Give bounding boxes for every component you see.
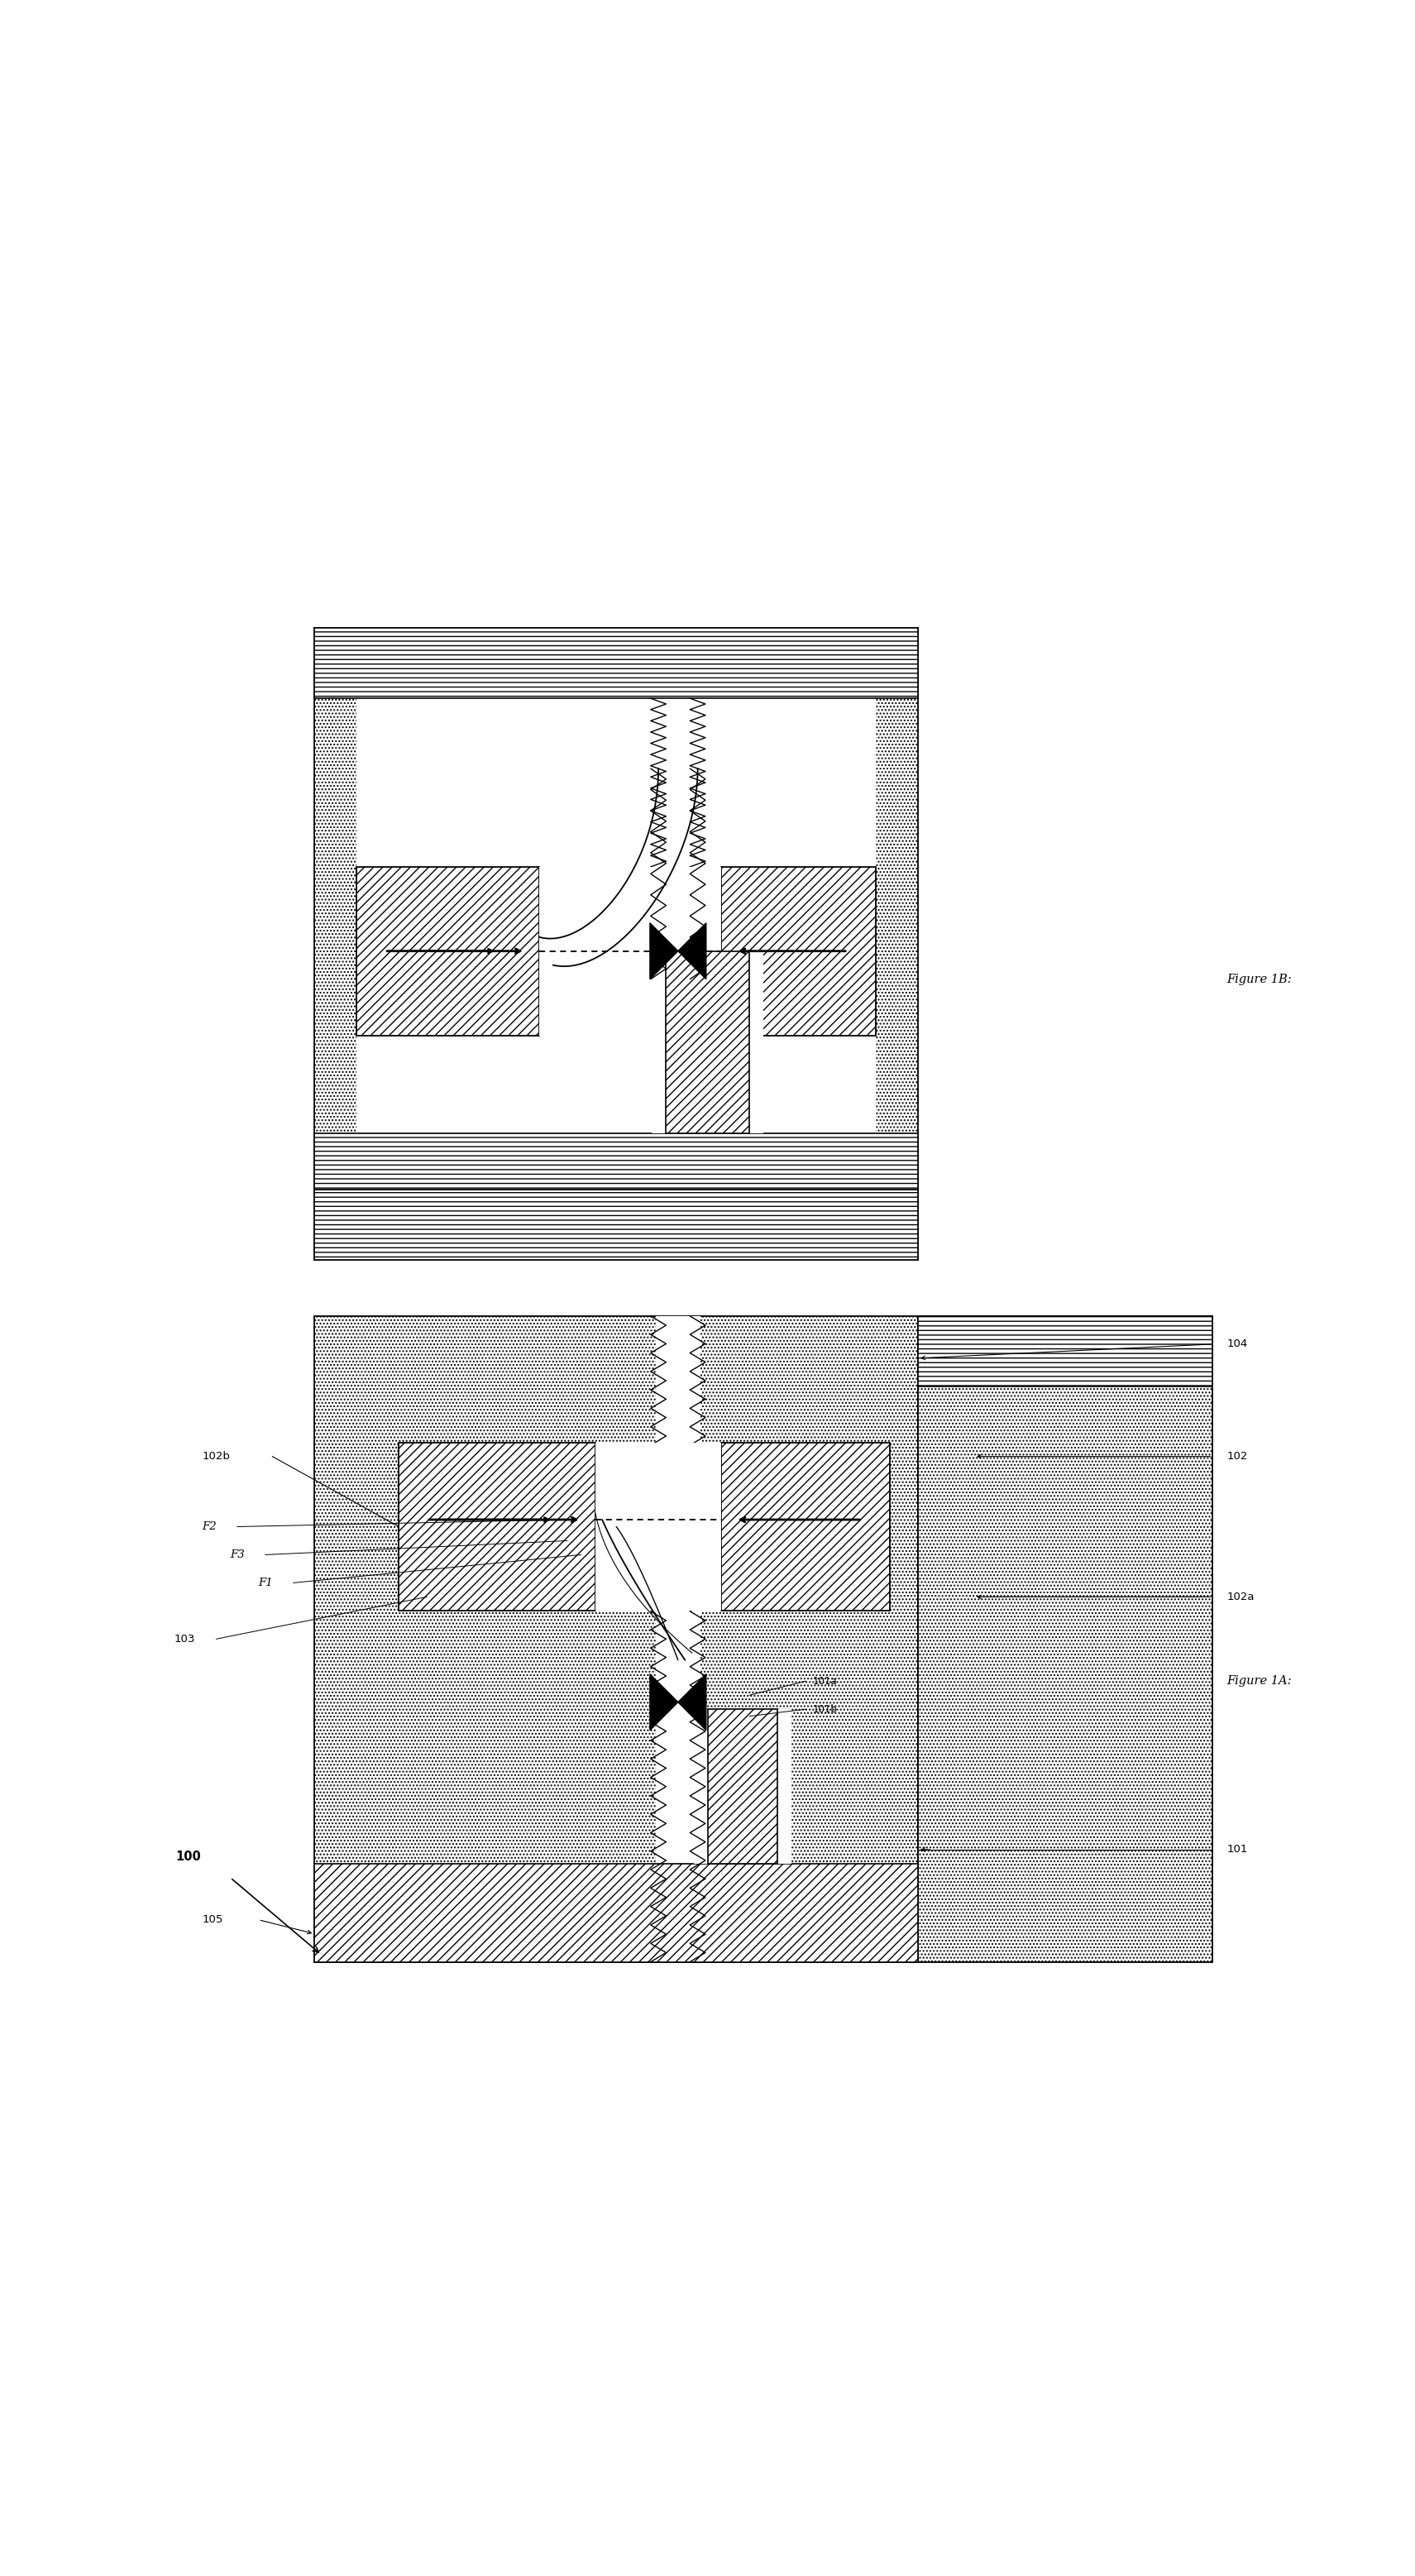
Text: 102: 102 [1227, 1450, 1248, 1461]
Polygon shape [649, 1674, 678, 1731]
Polygon shape [678, 922, 706, 979]
Text: 100: 100 [175, 1850, 201, 1862]
Bar [314, 629, 918, 1260]
Bar [314, 1316, 918, 1963]
Text: 105: 105 [202, 1914, 224, 1924]
Text: 101: 101 [1227, 1844, 1248, 1855]
Bar [651, 951, 764, 1133]
Bar [722, 868, 876, 1036]
Text: F2: F2 [202, 1522, 216, 1533]
Bar [314, 1133, 918, 1190]
Bar [708, 1708, 778, 1862]
Polygon shape [649, 922, 678, 979]
Bar [655, 1316, 700, 1963]
Bar [539, 868, 722, 1036]
Text: Figure 1B:: Figure 1B: [1227, 974, 1292, 984]
Bar [399, 1443, 596, 1610]
Text: 103: 103 [174, 1633, 195, 1643]
Bar [314, 1190, 918, 1260]
Text: 101a: 101a [812, 1677, 838, 1687]
Bar [918, 1316, 1213, 1386]
Text: 101b: 101b [812, 1703, 838, 1716]
Text: 104: 104 [1227, 1340, 1248, 1350]
Polygon shape [678, 1674, 706, 1731]
Bar [314, 1862, 918, 1963]
Text: 102a: 102a [1227, 1592, 1255, 1602]
Bar [357, 868, 539, 1036]
Bar [918, 1316, 1213, 1963]
Bar [596, 1443, 722, 1610]
Text: Figure 1A:: Figure 1A: [1227, 1674, 1292, 1687]
Bar [693, 1708, 792, 1862]
Bar [722, 1443, 890, 1610]
Text: F3: F3 [231, 1548, 245, 1561]
Bar [357, 698, 876, 1133]
Bar [314, 629, 918, 698]
Text: F1: F1 [259, 1577, 273, 1589]
Bar [665, 951, 750, 1133]
Bar [655, 698, 700, 979]
Text: 102b: 102b [202, 1450, 231, 1461]
